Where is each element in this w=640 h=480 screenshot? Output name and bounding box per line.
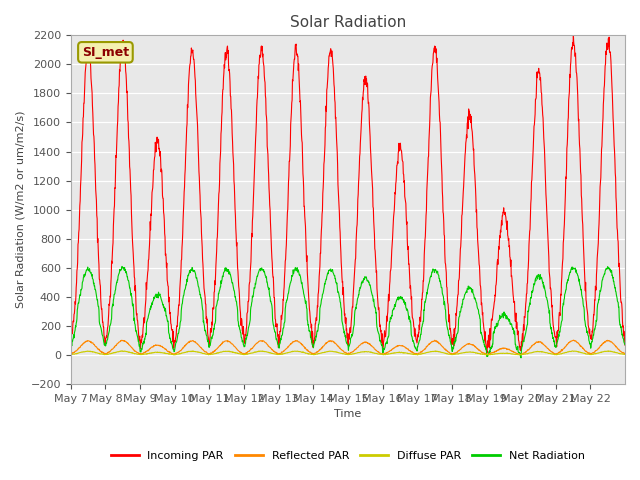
Reflected PAR [479,349,486,355]
Incoming PAR [67,337,75,343]
Diffuse PAR [483,352,490,358]
Title: Solar Radiation: Solar Radiation [290,15,406,30]
Line: Diffuse PAR: Diffuse PAR [71,351,625,355]
Net Radiation [517,355,525,360]
Reflected PAR [570,337,577,343]
Incoming PAR [621,342,629,348]
Incoming PAR [154,140,161,146]
Reflected PAR [621,350,629,356]
Line: Incoming PAR: Incoming PAR [71,36,625,353]
Reflected PAR [323,340,331,346]
Reflected PAR [333,343,341,348]
Net Radiation [614,304,622,310]
Net Radiation [154,291,162,297]
Incoming PAR [323,87,331,93]
Net Radiation [333,288,341,294]
Line: Net Radiation: Net Radiation [71,266,625,358]
Incoming PAR [560,228,568,233]
Net Radiation [479,336,486,342]
Line: Reflected PAR: Reflected PAR [71,340,625,355]
Net Radiation [621,342,629,348]
Incoming PAR [570,33,577,38]
Diffuse PAR [323,349,331,355]
Net Radiation [323,273,331,278]
Diffuse PAR [479,351,486,357]
Diffuse PAR [621,351,629,357]
Reflected PAR [67,351,75,357]
Reflected PAR [560,346,568,351]
Diffuse PAR [154,349,162,355]
Diffuse PAR [614,350,622,356]
Diffuse PAR [67,352,75,358]
Net Radiation [118,264,126,269]
Text: SI_met: SI_met [82,46,129,59]
Y-axis label: Solar Radiation (W/m2 or um/m2/s): Solar Radiation (W/m2 or um/m2/s) [15,111,25,309]
Diffuse PAR [118,348,126,354]
Net Radiation [561,296,568,302]
Legend: Incoming PAR, Reflected PAR, Diffuse PAR, Net Radiation: Incoming PAR, Reflected PAR, Diffuse PAR… [106,447,589,466]
X-axis label: Time: Time [334,409,362,419]
Reflected PAR [154,342,161,348]
Incoming PAR [483,350,491,356]
Incoming PAR [479,312,486,318]
Diffuse PAR [333,349,341,355]
Net Radiation [67,343,75,349]
Incoming PAR [333,149,341,155]
Diffuse PAR [561,350,568,356]
Reflected PAR [517,352,525,358]
Incoming PAR [614,250,622,256]
Reflected PAR [614,347,622,352]
